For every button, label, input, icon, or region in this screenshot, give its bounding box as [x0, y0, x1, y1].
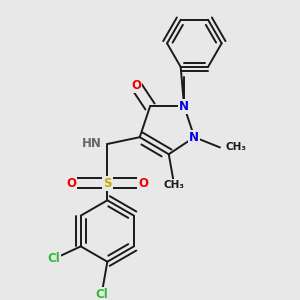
Text: N: N: [179, 100, 189, 113]
Text: O: O: [138, 177, 148, 190]
Text: O: O: [131, 80, 141, 92]
Text: Cl: Cl: [47, 252, 60, 265]
Text: CH₃: CH₃: [164, 180, 184, 190]
Text: S: S: [103, 177, 112, 190]
Text: Cl: Cl: [96, 288, 109, 300]
Text: HN: HN: [82, 137, 102, 151]
Text: O: O: [67, 177, 76, 190]
Text: CH₃: CH₃: [225, 142, 246, 152]
Text: N: N: [189, 131, 200, 144]
